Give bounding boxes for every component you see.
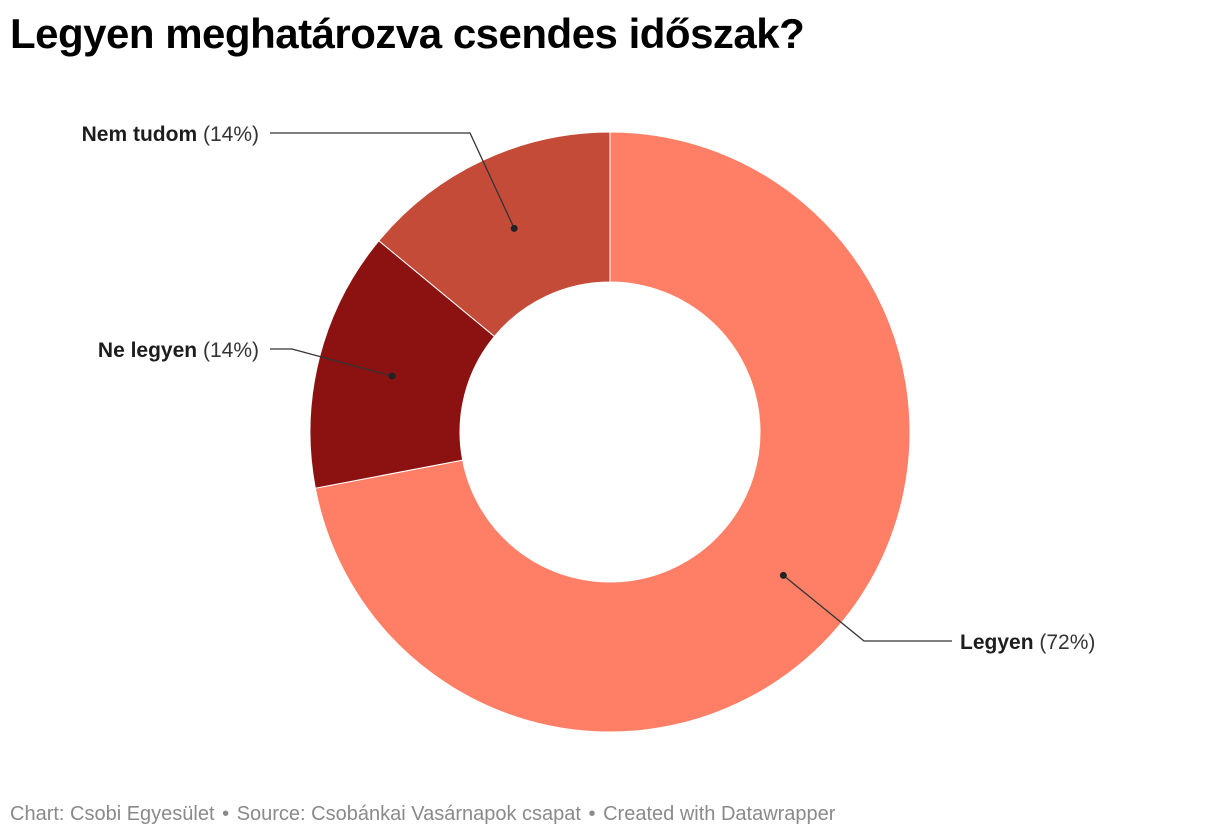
leader-dot (388, 372, 396, 380)
slice-label-value: (14%) (203, 339, 259, 362)
chart-credit: Chart: Csobi Egyesület (10, 803, 215, 825)
chart-title: Legyen meghatározva csendes időszak? (10, 10, 805, 57)
leader-dot (510, 224, 518, 232)
slice-label-value: (14%) (203, 123, 259, 146)
donut-slice-nem-tudom (378, 131, 611, 338)
created-with-link[interactable]: Created with Datawrapper (603, 803, 836, 825)
slice-label-legyen: Legyen (72%) (960, 631, 1095, 654)
leader-line (782, 574, 952, 642)
donut-slices (309, 131, 911, 733)
leader-dot (779, 571, 787, 579)
footer-separator: • (222, 803, 230, 825)
chart-source: Source: Csobánkai Vasárnapok csapat (236, 803, 581, 825)
donut-slice-ne-legyen (309, 240, 496, 489)
donut-slice-legyen (314, 131, 911, 733)
leader-line (270, 348, 393, 377)
leader-line (270, 132, 515, 229)
slice-label-value: (72%) (1039, 631, 1095, 654)
slice-label-name: Legyen (960, 631, 1034, 654)
footer-separator: • (588, 803, 596, 825)
chart-footer: Chart: Csobi Egyesület • Source: Csobánk… (10, 803, 835, 826)
label-leaders (270, 132, 952, 642)
slice-label-nem-tudom: Nem tudom (14%) (82, 123, 259, 146)
slice-labels: Legyen (72%) Ne legyen (14%) Nem tudom (… (82, 123, 1096, 654)
slice-label-name: Nem tudom (82, 123, 198, 146)
slice-label-name: Ne legyen (98, 339, 197, 362)
slice-label-ne-legyen: Ne legyen (14%) (98, 339, 259, 362)
